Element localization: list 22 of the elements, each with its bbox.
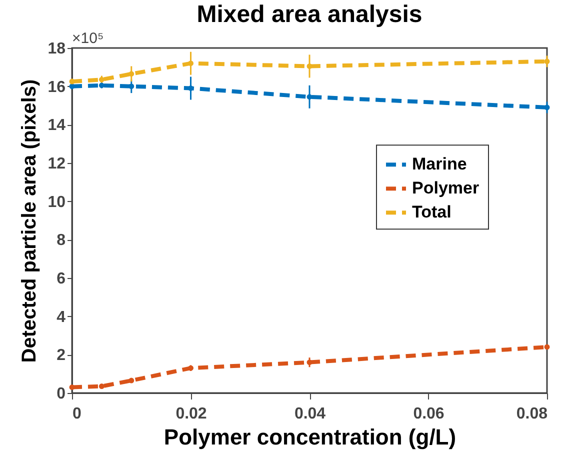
chart-title: Mixed area analysis	[196, 1, 422, 28]
y-tick-label: 2	[56, 347, 66, 364]
text: ×10⁵	[72, 30, 104, 47]
y-tick-label: 12	[48, 156, 66, 172]
legend-label: Marine	[412, 154, 467, 174]
legend-label: Total	[412, 202, 452, 222]
y-tick-label: 18	[48, 40, 66, 58]
y-tick-label: 8	[56, 232, 66, 250]
y-tick-label: 16	[48, 78, 66, 96]
x-tick-label: 0.08	[516, 406, 548, 422]
x-tick-label: 0	[72, 406, 82, 422]
x-axis-title: Polymer concentration (g/L)	[164, 424, 456, 450]
x-tick-label: 0.06	[413, 406, 444, 422]
x-tick-label: 0.02	[176, 406, 207, 422]
y-tick-label: 4	[56, 308, 66, 326]
y-tick-label: 0	[56, 386, 66, 402]
legend-label: Polymer	[412, 178, 480, 198]
x-tick-label: 0.04	[294, 406, 326, 422]
y-tick-label: 6	[56, 270, 66, 288]
y-axis-title: Detected particle area (pixels)	[18, 79, 41, 363]
y-tick-label: 10	[48, 194, 66, 211]
y-tick-label: 14	[48, 117, 66, 134]
